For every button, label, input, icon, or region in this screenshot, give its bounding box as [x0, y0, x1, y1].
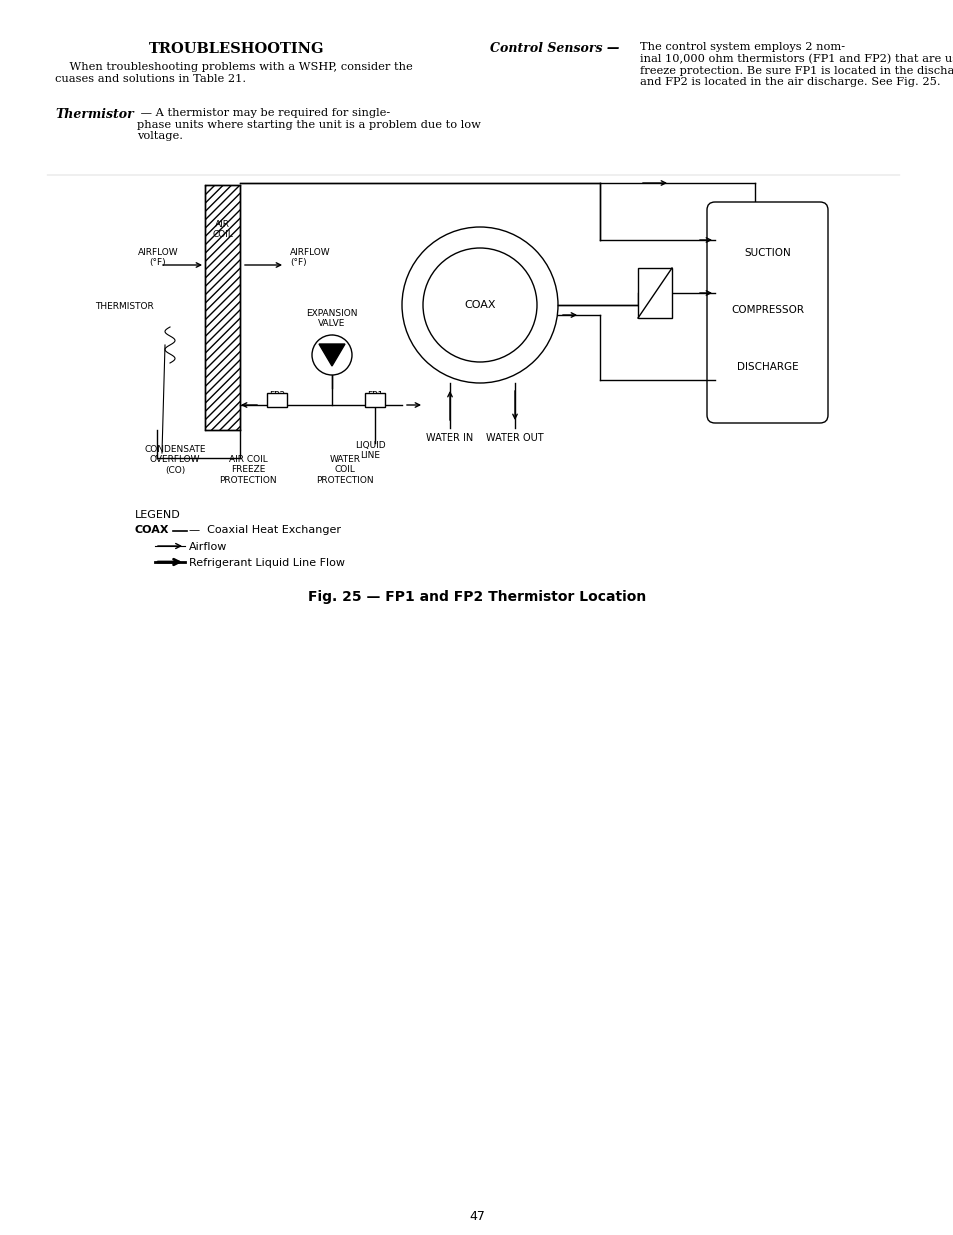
- Text: When troubleshooting problems with a WSHP, consider the
cuases and solutions in : When troubleshooting problems with a WSH…: [55, 62, 413, 84]
- Bar: [267, 393, 287, 408]
- Text: AIRFLOW
(°F): AIRFLOW (°F): [137, 248, 178, 268]
- Text: COAX: COAX: [135, 525, 170, 535]
- Text: FP2: FP2: [269, 391, 285, 400]
- Text: LEGEND: LEGEND: [135, 510, 180, 520]
- Text: Fig. 25 — FP1 and FP2 Thermistor Location: Fig. 25 — FP1 and FP2 Thermistor Locatio…: [308, 590, 645, 604]
- Text: — A thermistor may be required for single-
phase units where starting the unit i: — A thermistor may be required for singl…: [137, 107, 480, 141]
- Bar: [205, 185, 240, 430]
- Text: COAX: COAX: [464, 300, 496, 310]
- Text: DISCHARGE: DISCHARGE: [736, 362, 798, 372]
- Bar: [205, 185, 240, 430]
- FancyBboxPatch shape: [706, 203, 827, 424]
- Text: —  Coaxial Heat Exchanger: — Coaxial Heat Exchanger: [189, 525, 340, 535]
- Bar: [638, 268, 671, 317]
- Text: LIQUID
LINE: LIQUID LINE: [355, 441, 385, 461]
- Text: WATER
COIL
PROTECTION: WATER COIL PROTECTION: [315, 454, 374, 485]
- Text: TROUBLESHOOTING: TROUBLESHOOTING: [149, 42, 324, 56]
- Text: EXPANSION
VALVE: EXPANSION VALVE: [306, 309, 357, 329]
- Text: WATER IN: WATER IN: [426, 433, 473, 443]
- Text: FP1: FP1: [367, 391, 383, 400]
- Bar: [365, 393, 385, 408]
- Text: CONDENSATE
OVERFLOW
(CO): CONDENSATE OVERFLOW (CO): [144, 445, 206, 474]
- Text: Thermistor: Thermistor: [55, 107, 133, 121]
- Text: COMPRESSOR: COMPRESSOR: [730, 305, 803, 315]
- Text: Refrigerant Liquid Line Flow: Refrigerant Liquid Line Flow: [189, 558, 345, 568]
- Text: SUCTION: SUCTION: [743, 248, 790, 258]
- Text: AIR
COIL: AIR COIL: [212, 220, 233, 240]
- Text: AIR COIL
FREEZE
PROTECTION: AIR COIL FREEZE PROTECTION: [219, 454, 276, 485]
- Text: Airflow: Airflow: [189, 542, 227, 552]
- Text: THERMISTOR: THERMISTOR: [95, 303, 153, 311]
- Circle shape: [312, 335, 352, 375]
- Text: AIRFLOW
(°F): AIRFLOW (°F): [290, 248, 331, 268]
- Text: WATER OUT: WATER OUT: [486, 433, 543, 443]
- Text: Control Sensors —: Control Sensors —: [490, 42, 618, 56]
- Text: The control system employs 2 nom-
inal 10,000 ohm thermistors (FP1 and FP2) that: The control system employs 2 nom- inal 1…: [639, 42, 953, 88]
- Text: 47: 47: [469, 1210, 484, 1223]
- Polygon shape: [318, 345, 345, 366]
